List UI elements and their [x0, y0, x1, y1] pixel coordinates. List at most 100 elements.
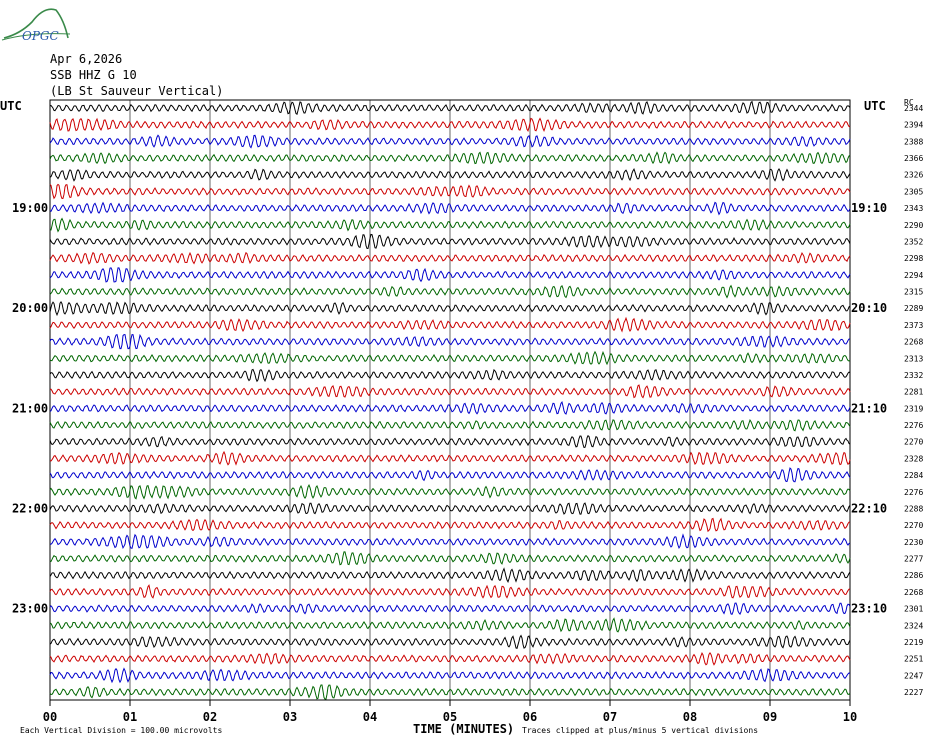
trace-rms-value: 2227	[904, 688, 923, 697]
scale-note: Each Vertical Division = 100.00 microvol…	[20, 726, 223, 735]
trace-rms-value: 2294	[904, 271, 923, 280]
seismic-trace	[49, 300, 851, 317]
hour-label-left: 23:00	[12, 602, 48, 616]
seismic-trace	[49, 517, 851, 533]
trace-rms-value: 2373	[904, 321, 923, 330]
seismic-trace	[49, 483, 851, 500]
rms-header-label: RC	[904, 98, 914, 107]
logo-swoosh	[1, 33, 71, 41]
logo-text: OPGC	[22, 29, 59, 43]
trace-rms-value: 2289	[904, 304, 923, 313]
utc-left-label: UTC	[0, 99, 22, 113]
seismic-trace	[49, 217, 851, 233]
hour-label-right: 20:10	[851, 301, 887, 315]
trace-rms-value: 2328	[904, 454, 923, 463]
seismic-trace	[49, 350, 851, 366]
trace-rms-value: 2270	[904, 438, 923, 447]
trace-rms-value: 2352	[904, 237, 923, 246]
opgc-logo: OPGC	[1, 8, 71, 43]
seismic-trace	[49, 368, 851, 383]
trace-rms-value: 2268	[904, 588, 923, 597]
trace-rms-value: 2332	[904, 371, 923, 380]
seismic-trace	[49, 651, 851, 666]
x-tick-label: 04	[363, 710, 377, 724]
x-tick-label: 01	[123, 710, 137, 724]
station-location: (LB St Sauveur Vertical)	[50, 84, 224, 98]
trace-rms-value: 2286	[904, 571, 923, 580]
trace-rms-value: 2268	[904, 338, 923, 347]
trace-rms-value: 2343	[904, 204, 923, 213]
seismic-trace	[49, 602, 851, 616]
seismic-trace	[49, 584, 851, 599]
seismic-trace	[49, 183, 851, 200]
trace-rms-value: 2281	[904, 388, 923, 397]
x-tick-label: 03	[283, 710, 297, 724]
seismic-trace	[49, 567, 851, 584]
seismic-trace	[49, 435, 851, 449]
seismic-trace	[49, 117, 851, 133]
hour-label-left: 19:00	[12, 201, 48, 215]
trace-rms-value: 2319	[904, 404, 923, 413]
seismic-trace	[49, 333, 851, 350]
seismic-trace	[49, 251, 851, 265]
hour-label-left: 22:00	[12, 501, 48, 515]
seismic-trace	[49, 684, 851, 700]
seismic-trace	[49, 267, 851, 283]
trace-rms-value: 2301	[904, 605, 923, 614]
seismic-trace	[49, 419, 851, 432]
trace-rms-value: 2276	[904, 421, 923, 430]
trace-rms-value: 2290	[904, 221, 923, 230]
trace-rms-value: 2277	[904, 555, 923, 564]
seismic-trace	[49, 316, 851, 333]
trace-rms-value: 2326	[904, 171, 923, 180]
chart-date: Apr 6,2026	[50, 52, 123, 66]
hour-label-right: 19:10	[851, 201, 887, 215]
trace-rms-value: 2388	[904, 137, 923, 146]
x-tick-label: 02	[203, 710, 217, 724]
hour-label-left: 21:00	[12, 401, 48, 415]
x-tick-label: 05	[443, 710, 457, 724]
seismic-trace	[49, 467, 851, 483]
x-tick-label: 06	[523, 710, 537, 724]
utc-right-label: UTC	[864, 99, 886, 113]
seismic-trace	[49, 450, 851, 466]
trace-rms-value: 2298	[904, 254, 923, 263]
trace-rms-value: 2366	[904, 154, 923, 163]
trace-rms-value: 2324	[904, 621, 923, 630]
seismic-trace	[49, 400, 851, 415]
hour-label-right: 22:10	[851, 501, 887, 515]
seismic-trace	[49, 201, 851, 216]
trace-rms-value: 2315	[904, 288, 923, 297]
seismic-trace	[49, 551, 851, 566]
seismic-trace	[49, 667, 851, 684]
trace-rms-value: 2270	[904, 521, 923, 530]
trace-rms-value: 2305	[904, 187, 923, 196]
trace-rms-value: 2251	[904, 655, 923, 664]
hour-label-left: 20:00	[12, 301, 48, 315]
trace-rms-value: 2313	[904, 354, 923, 363]
trace-rms-value: 2288	[904, 504, 923, 513]
x-tick-label: 07	[603, 710, 617, 724]
clip-note: Traces clipped at plus/minus 5 vertical …	[522, 726, 759, 735]
trace-rms-value: 2219	[904, 638, 923, 647]
seismic-trace	[49, 384, 851, 399]
seismic-trace	[49, 134, 851, 149]
seismic-trace	[49, 502, 851, 515]
seismic-trace	[49, 100, 851, 116]
x-tick-label: 09	[763, 710, 777, 724]
hour-label-right: 23:10	[851, 602, 887, 616]
hour-label-right: 21:10	[851, 401, 887, 415]
trace-rms-value: 2276	[904, 488, 923, 497]
seismic-trace	[49, 233, 851, 250]
trace-rms-value: 2230	[904, 538, 923, 547]
seismic-trace	[49, 533, 851, 550]
seismic-trace	[49, 167, 851, 182]
trace-rms-value: 2394	[904, 121, 923, 130]
station-code: SSB HHZ G 10	[50, 68, 137, 82]
trace-rms-value: 2284	[904, 471, 923, 480]
x-tick-label: 10	[843, 710, 857, 724]
seismic-trace	[49, 284, 851, 299]
trace-rms-value: 2247	[904, 671, 923, 680]
seismic-trace	[49, 617, 851, 633]
